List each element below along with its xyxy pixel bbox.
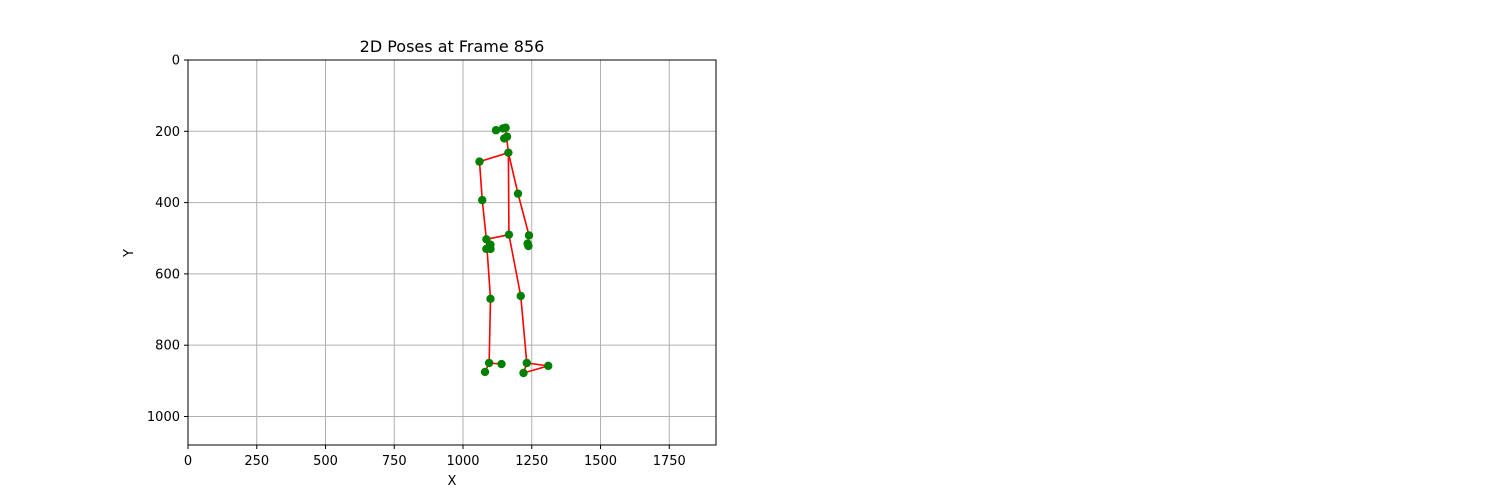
- keypoint: [478, 195, 487, 205]
- bone-segment: [522, 365, 550, 374]
- keypoint: [491, 126, 501, 135]
- keypoint: [497, 359, 506, 369]
- keypoint: [501, 123, 510, 132]
- bone-segment: [478, 160, 484, 201]
- keypoint: [513, 189, 523, 198]
- keypoint: [504, 148, 513, 157]
- y-tick-label: 200: [155, 125, 180, 140]
- x-tick-label: 1000: [446, 454, 479, 469]
- x-axis-label: X: [448, 474, 457, 489]
- keypoint: [486, 294, 495, 304]
- keypoint: [486, 240, 495, 249]
- keypoints: [475, 123, 553, 378]
- keypoint: [475, 157, 484, 166]
- bone-segment: [478, 151, 510, 163]
- y-tick-label: 1000: [147, 410, 180, 425]
- keypoint: [519, 368, 528, 378]
- keypoint: [484, 358, 494, 368]
- y-tick-label: 600: [155, 267, 180, 282]
- y-tick-label: 800: [155, 339, 180, 354]
- y-tick-label: 400: [155, 196, 180, 211]
- x-axis-ticks: 0 250 500 750 1000 1250 1500 1750: [184, 445, 686, 469]
- keypoint: [516, 291, 525, 301]
- y-tick-label: 0: [172, 54, 180, 69]
- bone-segment: [517, 192, 530, 237]
- chart-title: 2D Poses at Frame 856: [360, 37, 545, 56]
- keypoint: [544, 361, 553, 371]
- keypoint: [502, 132, 512, 141]
- keypoint: [504, 230, 514, 239]
- plot-area: [188, 60, 716, 445]
- x-tick-label: 0: [184, 454, 192, 469]
- keypoint: [480, 367, 490, 377]
- keypoint: [524, 231, 534, 240]
- x-tick-label: 1750: [653, 454, 686, 469]
- x-tick-label: 500: [313, 454, 338, 469]
- bone-segment: [508, 233, 522, 297]
- keypoint: [522, 358, 531, 368]
- x-tick-label: 1500: [584, 454, 617, 469]
- x-tick-label: 750: [382, 454, 407, 469]
- bone-segment: [488, 298, 492, 364]
- bone-segment: [507, 151, 510, 236]
- y-axis-label: Y: [122, 249, 137, 258]
- bone-segment: [507, 151, 519, 195]
- axes-frame: [187, 59, 717, 446]
- y-axis-ticks: 0 200 400 600 800 1000: [147, 54, 188, 425]
- keypoint: [523, 239, 532, 248]
- x-tick-label: 250: [244, 454, 269, 469]
- x-tick-label: 1250: [515, 454, 548, 469]
- bone-segment: [481, 199, 488, 241]
- bone-segment: [519, 295, 528, 364]
